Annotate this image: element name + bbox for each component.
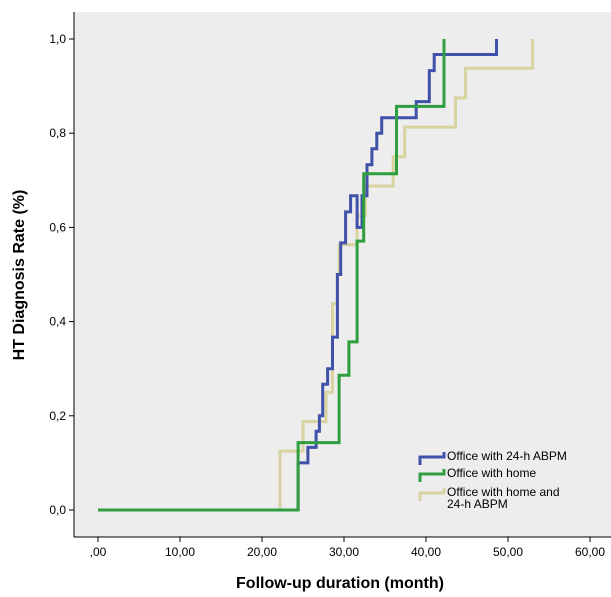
legend-label: Office with home and (447, 485, 560, 499)
legend-swatch (418, 452, 446, 465)
x-tick-label: 50,00 (493, 545, 523, 559)
y-tick-label: 0,4 (49, 315, 66, 329)
y-tick-label: 0,2 (49, 409, 66, 423)
y-axis: 0,0 0,2 0,4 0,6 0,8 1,0 (49, 12, 75, 537)
y-tick-label: 0,8 (49, 126, 66, 140)
x-tick-label: ,00 (90, 545, 107, 559)
legend-label: 24-h ABPM (447, 497, 508, 511)
y-tick-label: 0,6 (49, 220, 66, 234)
x-tick-label: 20,00 (247, 545, 277, 559)
y-tick-label: 1,0 (49, 32, 66, 46)
legend-label: Office with 24-h ABPM (447, 449, 567, 463)
legend-swatch (418, 488, 446, 501)
y-tick-label: 0,0 (49, 503, 66, 517)
legend: Office with 24-h ABPM Office with home Off… (418, 449, 567, 511)
series-line-0 (98, 39, 498, 512)
series-group (98, 39, 535, 512)
series-line-1 (98, 39, 446, 512)
x-tick-label: 30,00 (329, 545, 359, 559)
y-axis-title: HT Diagnosis Rate (%) (11, 190, 28, 361)
x-tick-label: 60,00 (575, 545, 605, 559)
x-axis-title: Follow-up duration (month) (236, 575, 444, 592)
legend-label: Office with home (447, 466, 536, 480)
x-axis: ,00 10,00 20,00 30,00 40,00 50,00 60,00 (74, 536, 611, 559)
x-tick-label: 40,00 (411, 545, 441, 559)
legend-swatch (418, 469, 446, 482)
x-tick-label: 10,00 (165, 545, 195, 559)
plot-area (74, 12, 611, 537)
